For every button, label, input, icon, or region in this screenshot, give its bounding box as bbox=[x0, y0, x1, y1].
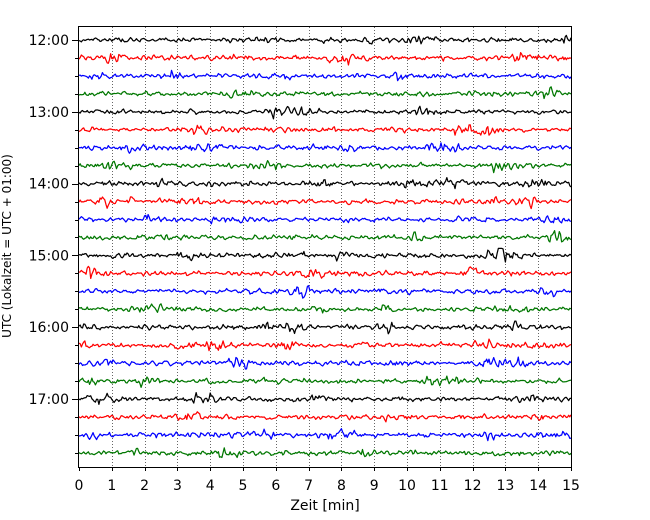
trace-line bbox=[78, 124, 572, 136]
trace-line bbox=[78, 196, 572, 210]
trace-rows bbox=[78, 34, 572, 459]
trace-line bbox=[78, 392, 572, 405]
trace-line bbox=[78, 303, 572, 314]
x-axis: 0 1 2 3 4 5 6 7 8 9 10 11 12 13 14 15 bbox=[75, 467, 580, 494]
x-tick-label: 9 bbox=[370, 478, 379, 494]
trace-line bbox=[78, 411, 572, 423]
trace-line bbox=[78, 177, 572, 190]
x-tick-label: 6 bbox=[271, 478, 280, 494]
trace-line bbox=[78, 428, 572, 442]
trace-line bbox=[78, 320, 572, 335]
x-tick-label: 14 bbox=[529, 478, 547, 494]
y-tick-label: 16:00 bbox=[29, 320, 69, 336]
x-tick-label: 3 bbox=[173, 478, 182, 494]
trace-line bbox=[78, 356, 572, 370]
trace-line bbox=[79, 247, 572, 263]
y-tick-label: 15:00 bbox=[29, 248, 69, 264]
trace-line bbox=[78, 230, 572, 243]
x-tick-label: 1 bbox=[107, 478, 116, 494]
x-tick-label: 5 bbox=[239, 478, 248, 494]
x-tick-label: 12 bbox=[464, 478, 482, 494]
trace-line bbox=[78, 375, 572, 388]
trace-line bbox=[78, 285, 572, 299]
x-tick-label: 4 bbox=[206, 478, 215, 494]
x-tick-label: 15 bbox=[562, 478, 580, 494]
trace-line bbox=[78, 51, 572, 66]
trace-line bbox=[78, 34, 572, 45]
x-tick-label: 10 bbox=[398, 478, 416, 494]
trace-line bbox=[78, 265, 572, 280]
trace-line bbox=[78, 338, 572, 352]
y-tick-label: 17:00 bbox=[29, 392, 69, 408]
trace-line bbox=[78, 213, 572, 225]
y-tick-label: 12:00 bbox=[29, 33, 69, 49]
trace-line bbox=[78, 447, 572, 459]
trace-line bbox=[78, 69, 572, 82]
y-tick-label: 13:00 bbox=[29, 105, 69, 121]
trace-line bbox=[78, 86, 572, 100]
x-tick-label: 0 bbox=[75, 478, 84, 494]
y-axis: 12:00 13:00 14:00 15:00 16:00 17:00 bbox=[29, 33, 79, 454]
trace-line bbox=[78, 160, 572, 174]
trace-line bbox=[78, 142, 572, 154]
y-axis-title: UTC (Lokalzeit = UTC + 01:00) bbox=[0, 154, 14, 338]
x-axis-title: Zeit [min] bbox=[290, 498, 359, 514]
x-tick-label: 2 bbox=[140, 478, 149, 494]
x-tick-label: 8 bbox=[337, 478, 346, 494]
x-tick-label: 7 bbox=[304, 478, 313, 494]
x-tick-label: 13 bbox=[496, 478, 514, 494]
plot-frame bbox=[78, 26, 572, 468]
x-tick-label: 11 bbox=[431, 478, 449, 494]
trace-line bbox=[78, 105, 572, 120]
y-tick-label: 14:00 bbox=[29, 177, 69, 193]
